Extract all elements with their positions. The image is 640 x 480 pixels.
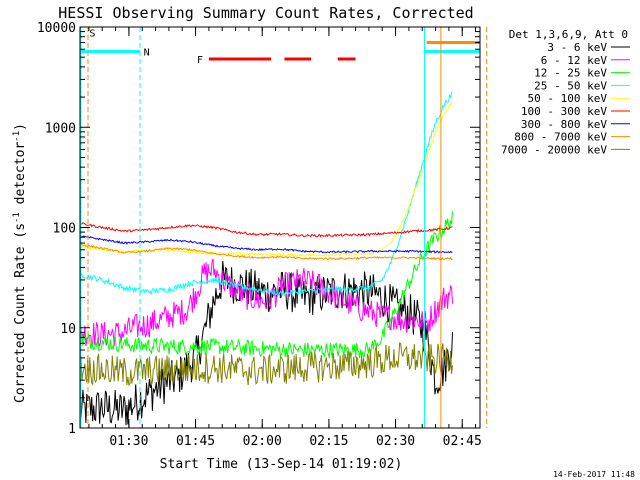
- series-line-4: [79, 101, 453, 258]
- footer-date: 14-Feb-2017 11:48: [553, 470, 635, 479]
- x-tick-label-1: 01:45: [176, 434, 215, 449]
- svg-text:Corrected Count Rate (s-1 dete: Corrected Count Rate (s-1 detector-1): [12, 123, 28, 403]
- state-bar-label-1: N: [144, 47, 150, 58]
- x-tick-label-0: 01:30: [109, 434, 148, 449]
- y-axis-label: Corrected Count Rate (s-1 detector-1): [12, 123, 28, 403]
- series-line-7: [79, 243, 453, 261]
- state-bar-label-2: F: [197, 55, 203, 66]
- y-tick-label-0: 1: [68, 422, 76, 437]
- series-layer: [79, 91, 453, 426]
- y-axis-label-main: Corrected Count Rate (s: [13, 223, 28, 403]
- legend-label-0: 3 - 6 keV: [547, 41, 607, 54]
- x-tick-label-2: 02:00: [243, 434, 282, 449]
- legend-label-7: 800 - 7000 keV: [514, 131, 607, 144]
- series-line-6: [79, 235, 453, 254]
- axes-layer: 01:30 01:45 02:00 02:15 02:30 02:45 1 10 100 1000…: [37, 21, 482, 449]
- legend-label-5: 100 - 300 keV: [521, 105, 607, 118]
- legend-label-4: 50 - 100 keV: [528, 92, 608, 105]
- y-tick-label-1: 10: [60, 322, 76, 337]
- series-line-5: [79, 222, 453, 238]
- legend-label-6: 300 - 800 keV: [521, 118, 607, 131]
- y-tick-label-3: 1000: [45, 121, 76, 136]
- series-line-0: [79, 260, 453, 426]
- chart-title: HESSI Observing Summary Count Rates, Cor…: [58, 4, 473, 22]
- series-line-8: [79, 341, 453, 387]
- x-tick-label-4: 02:30: [376, 434, 415, 449]
- y-axis-label-exp1: -1: [12, 212, 22, 223]
- y-axis-label-mid: detector: [13, 142, 28, 213]
- x-tick-label-3: 02:15: [309, 434, 348, 449]
- series-line-1: [79, 258, 453, 348]
- x-tick-label-5: 02:45: [443, 434, 482, 449]
- y-axis-label-end: ): [13, 123, 28, 131]
- state-bar-label-0: S: [89, 29, 95, 40]
- y-tick-label-2: 100: [53, 222, 76, 237]
- state-bars-layer: S N F: [80, 29, 480, 66]
- legend-label-2: 12 - 25 keV: [534, 67, 607, 80]
- y-tick-label-4: 10000: [37, 21, 76, 36]
- y-axis-label-exp2: -1: [12, 131, 22, 142]
- series-line-3: [79, 91, 453, 297]
- legend-header: Det 1,3,6,9, Att 0: [509, 28, 628, 41]
- legend-label-3: 25 - 50 keV: [534, 79, 607, 92]
- legend-label-1: 6 - 12 keV: [541, 54, 608, 67]
- series-line-2: [79, 211, 453, 359]
- x-axis-label: Start Time (13-Sep-14 01:19:02): [160, 457, 403, 472]
- legend-label-8: 7000 - 20000 keV: [501, 143, 607, 156]
